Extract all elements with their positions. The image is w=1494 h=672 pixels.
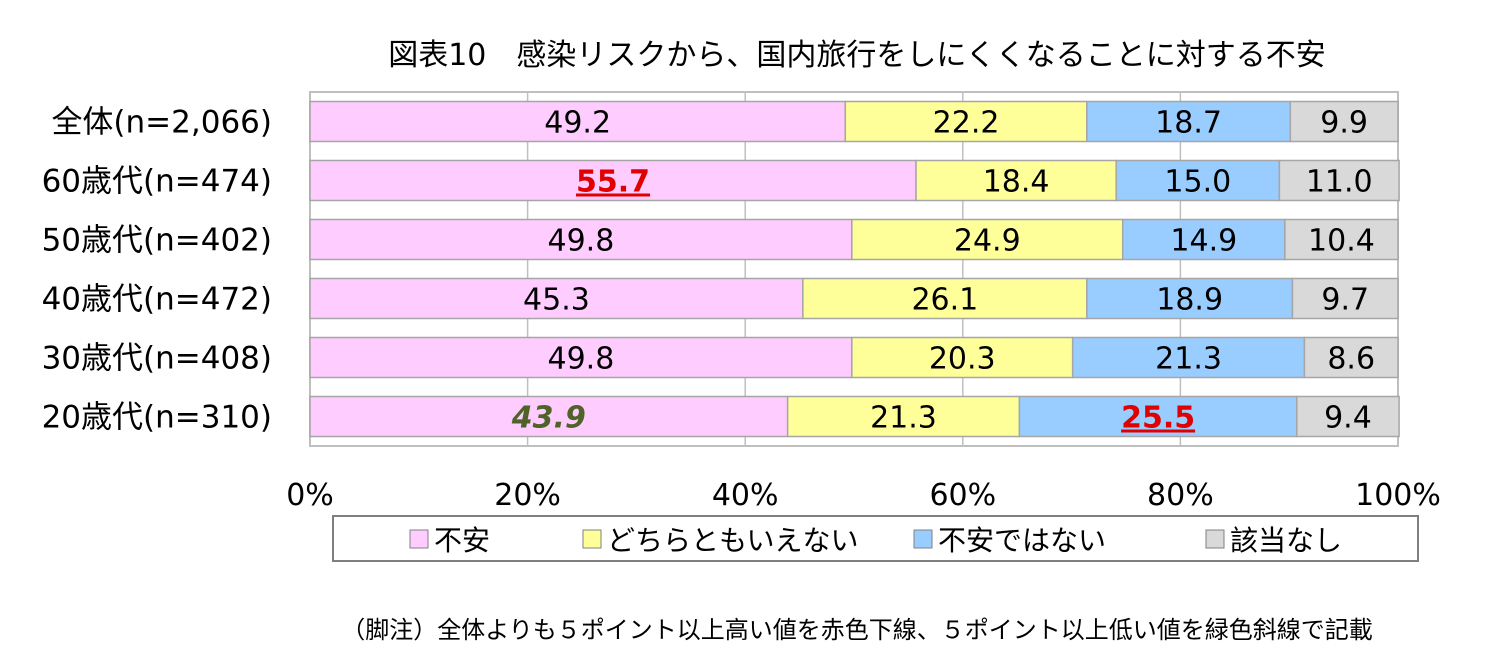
data-label: 9.7 [1321, 283, 1369, 318]
data-label: 9.9 [1320, 106, 1368, 141]
x-tick-label: 80% [1147, 478, 1214, 513]
category-label: 60歳代(n=474) [42, 164, 272, 200]
data-label: 18.9 [1156, 283, 1223, 318]
category-label: 30歳代(n=408) [42, 341, 272, 377]
data-label: 9.4 [1324, 401, 1372, 436]
data-label: 14.9 [1170, 224, 1237, 259]
plot-area: 49.2 22.2 18.7 9.9 55.7 18.4 15.0 11.0 49.8 24.9 1… [309, 91, 1400, 447]
x-tick-label: 20% [494, 478, 561, 513]
bar-segment [309, 159, 917, 202]
category-label: 40歳代(n=472) [42, 282, 272, 318]
data-label: 10.4 [1308, 224, 1375, 259]
bar-segment [1303, 336, 1399, 379]
bar-segment [309, 100, 847, 143]
x-tick-label: 0% [286, 478, 334, 513]
bar-segment [1086, 100, 1292, 143]
data-label: 25.5 [1121, 401, 1195, 436]
data-label: 21.3 [870, 401, 937, 436]
data-label: 15.0 [1164, 165, 1231, 200]
legend-swatch [913, 529, 933, 549]
data-label: 45.3 [523, 283, 590, 318]
bar-segment [1284, 218, 1399, 261]
data-label: 26.1 [911, 283, 978, 318]
bar-segment [802, 277, 1088, 320]
footnote: （脚注）全体よりも５ポイント以上高い値を赤色下線、５ポイント以上低い値を緑色斜線… [341, 616, 1373, 644]
bar-segment [1071, 336, 1306, 379]
bar-segment [786, 395, 1021, 438]
data-label: 11.0 [1306, 165, 1373, 200]
legend-label: 不安ではない [938, 524, 1106, 557]
bar-segment [1278, 159, 1400, 202]
category-label: 全体(n=2,066) [51, 105, 272, 141]
legend: 不安 どちらともいえない 不安ではない 該当なし [332, 515, 1419, 562]
data-label: 18.7 [1155, 106, 1222, 141]
x-axis: 0% 20% 40% 60% 80% 100% [286, 478, 1441, 513]
bar-segment [844, 100, 1088, 143]
legend-label: どちらともいえない [607, 524, 858, 557]
legend-swatch [409, 529, 429, 549]
bar-segment [309, 277, 804, 320]
bar-segment [1289, 100, 1399, 143]
data-label: 20.3 [929, 342, 996, 377]
legend-swatch [1205, 529, 1225, 549]
x-tick-label: 40% [712, 478, 779, 513]
plot-frame [309, 91, 1399, 447]
x-tick-label: 100% [1355, 478, 1441, 513]
category-label: 50歳代(n=402) [42, 223, 272, 259]
bar-segment [1296, 395, 1400, 438]
data-label: 18.4 [983, 165, 1050, 200]
legend-label: 不安 [434, 524, 490, 557]
legend-swatch [582, 529, 602, 549]
data-label: 55.7 [576, 165, 650, 200]
bar-segment [1291, 277, 1399, 320]
bar-segment [915, 159, 1117, 202]
data-label: 24.9 [954, 224, 1021, 259]
data-label: 8.6 [1327, 342, 1375, 377]
data-label: 22.2 [933, 106, 1000, 141]
data-label: 49.8 [548, 224, 615, 259]
bar-segment [309, 336, 853, 379]
data-label: 49.2 [544, 106, 611, 141]
bar-segment [1121, 218, 1286, 261]
bar-segment [309, 218, 853, 261]
legend-label: 該当なし [1230, 524, 1342, 557]
legend-box [332, 515, 1419, 562]
x-tick-label: 60% [929, 478, 996, 513]
bar-segment [1018, 395, 1298, 438]
category-labels: 全体(n=2,066) 60歳代(n=474) 50歳代(n=402) 40歳代(n=… [42, 105, 272, 436]
bar-segment [309, 395, 789, 438]
data-label: 43.9 [511, 401, 586, 436]
chart-title: 図表10 感染リスクから、国内旅行をしにくくなることに対する不安 [388, 38, 1326, 73]
category-label: 20歳代(n=310) [42, 400, 272, 436]
data-label: 49.8 [548, 342, 615, 377]
data-label: 21.3 [1155, 342, 1222, 377]
